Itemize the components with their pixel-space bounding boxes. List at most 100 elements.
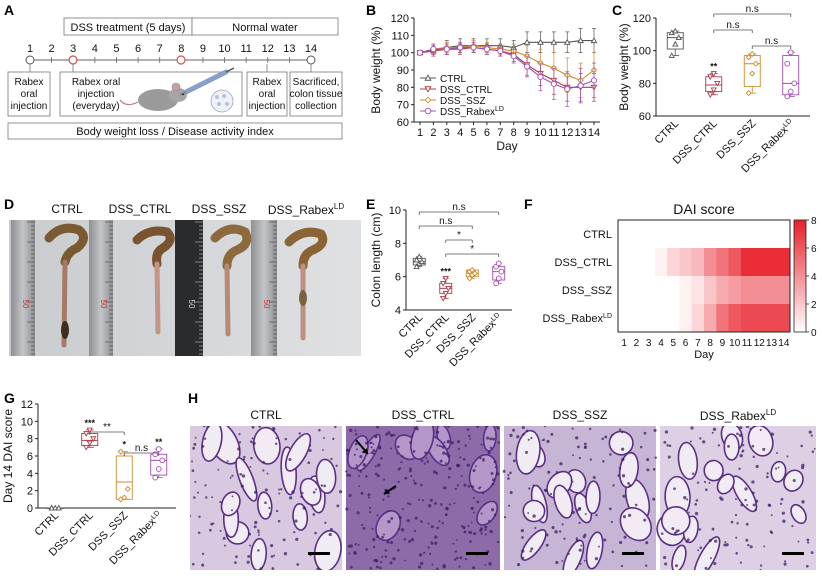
nucleus	[345, 470, 348, 473]
legend-marker	[424, 86, 432, 93]
nucleus	[257, 529, 260, 532]
colorbar-segment	[794, 292, 806, 296]
data-point	[493, 280, 499, 287]
nucleus	[734, 498, 737, 501]
nucleus	[620, 447, 625, 451]
nucleus	[201, 563, 205, 567]
nucleus	[472, 468, 476, 472]
heatmap-cell	[728, 276, 742, 305]
nucleus	[328, 532, 332, 537]
colorbar-segment	[794, 329, 806, 333]
nucleus	[413, 427, 416, 429]
nucleus	[191, 469, 195, 473]
nucleus	[413, 481, 417, 485]
heatmap-col-label: 1	[621, 338, 627, 349]
pill-cluster-icon	[210, 89, 234, 113]
nucleus	[694, 503, 697, 506]
nucleus	[293, 531, 296, 534]
data-point	[159, 457, 166, 464]
nucleus	[575, 537, 579, 540]
nucleus	[447, 426, 450, 428]
comparison-bracket: **	[89, 422, 125, 435]
nucleus	[489, 446, 493, 449]
nucleus	[724, 540, 727, 544]
nucleus	[370, 446, 373, 449]
nucleus	[480, 512, 483, 515]
heatmap-cell	[679, 220, 693, 249]
day-tick-label: 1	[27, 43, 33, 55]
nucleus	[318, 428, 321, 432]
nucleus	[452, 542, 455, 545]
nucleus	[420, 459, 424, 462]
ruler-1: 50	[11, 220, 35, 356]
nucleus	[458, 565, 461, 568]
nucleus	[745, 426, 750, 428]
x-tick-sup: LD	[490, 312, 501, 323]
nucleus	[441, 521, 444, 525]
heatmap-row-label: DSS_CTRL	[555, 257, 612, 269]
colorbar-segment	[794, 220, 806, 224]
nucleus	[379, 566, 382, 570]
nucleus	[646, 468, 650, 472]
data-point	[416, 49, 424, 56]
nucleus	[219, 500, 222, 504]
nucleus	[521, 549, 525, 553]
nucleus	[234, 561, 237, 565]
significance-star: **	[155, 437, 163, 447]
nucleus	[769, 530, 773, 534]
data-point	[466, 275, 473, 282]
data-point	[784, 60, 791, 67]
nucleus	[699, 437, 702, 440]
nucleus	[509, 490, 513, 495]
nucleus	[699, 546, 703, 550]
heatmap-cell	[716, 220, 729, 249]
nucleus	[442, 563, 446, 567]
x-tick-sup: LD	[150, 510, 161, 521]
box-dss-ctrl	[439, 275, 453, 302]
colorbar-segment	[794, 225, 806, 229]
nucleus	[563, 537, 566, 540]
nucleus	[420, 561, 424, 565]
nucleus	[365, 441, 369, 445]
colorbar-segment	[794, 270, 806, 274]
colorbar-segment	[794, 278, 806, 282]
colorbar-segment	[794, 234, 806, 238]
nucleus	[711, 431, 714, 434]
nucleus	[546, 439, 550, 444]
nucleus	[449, 503, 452, 506]
crypt	[790, 503, 807, 525]
nucleus	[201, 445, 204, 448]
x-tick-label: 7	[497, 127, 503, 139]
heatmap-col-label: 14	[778, 338, 790, 349]
nucleus	[780, 497, 784, 501]
nucleus	[738, 433, 742, 438]
nucleus	[354, 433, 358, 436]
nucleus	[645, 541, 649, 545]
arrow-head	[384, 488, 390, 494]
data-point	[470, 44, 477, 51]
nucleus	[688, 511, 691, 514]
nucleus	[779, 502, 783, 505]
nucleus	[484, 528, 487, 532]
nucleus	[545, 533, 549, 537]
nucleus	[571, 510, 575, 515]
nucleus	[516, 562, 521, 567]
heatmap-cell	[654, 276, 668, 305]
nucleus	[522, 433, 525, 436]
nucleus	[374, 435, 378, 439]
colorbar-segment	[794, 222, 806, 226]
nucleus	[512, 459, 516, 463]
nucleus	[373, 558, 377, 562]
crypt	[770, 460, 787, 483]
nucleus	[385, 432, 389, 436]
crypt	[693, 536, 721, 570]
data-point	[784, 93, 791, 100]
nucleus	[257, 531, 260, 534]
heatmap-cell	[691, 304, 705, 333]
y-tick-label: 120	[391, 13, 409, 25]
significance-star: *	[122, 440, 126, 450]
y-tick-label: 8	[395, 238, 401, 250]
heatmap-cell	[777, 220, 791, 249]
box1-line2: oral	[21, 89, 38, 100]
